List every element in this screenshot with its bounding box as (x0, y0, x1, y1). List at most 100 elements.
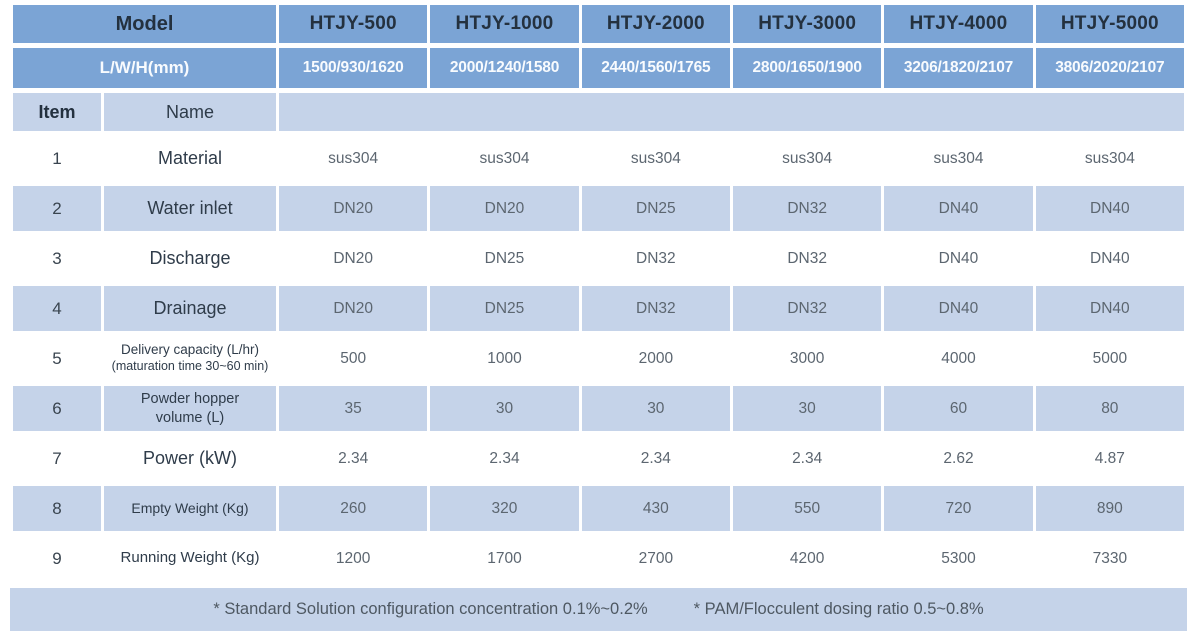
dimensions-row: L/W/H(mm) 1500/930/1620 2000/1240/1580 2… (13, 48, 1184, 88)
row-name-label: Material (157, 148, 223, 169)
row-name: Running Weight (Kg) (104, 536, 276, 581)
cell-value: DN20 (279, 186, 428, 231)
cell-value: 430 (581, 486, 730, 531)
cell-value: DN40 (884, 286, 1033, 331)
cell-value: 2000 (638, 349, 674, 367)
cell-value: 35 (279, 386, 428, 431)
dimensions-value: 2800/1650/1900 (732, 48, 882, 88)
item-number: 3 (52, 248, 62, 268)
table-row: 6 Powder hopper volume (L) 35 30 30 30 6… (13, 386, 1184, 431)
dimensions-value: 2440/1560/1765 (581, 48, 730, 88)
cell-value: DN40 (884, 186, 1033, 231)
item-number: 4 (13, 286, 101, 331)
row-name-subtext: (maturation time 30~60 min) (111, 359, 269, 374)
cell-value: sus304 (630, 149, 681, 167)
cell-value: 1000 (487, 349, 522, 367)
model-col-htjy-5000: HTJY-5000 (1035, 5, 1184, 43)
cell-value: 80 (1035, 386, 1184, 431)
cell-value: 30 (732, 386, 882, 431)
row-name-label: Power (kW) (143, 448, 237, 469)
cell-value: DN20 (333, 249, 373, 267)
cell-value: 500 (340, 349, 367, 367)
cell-value: 2.34 (640, 449, 671, 467)
row-name-label: Water inlet (147, 198, 233, 219)
footer-note-concentration: * Standard Solution configuration concen… (213, 600, 648, 618)
cell-value: 2.34 (792, 449, 823, 467)
cell-value: sus304 (328, 149, 379, 167)
model-col-htjy-2000: HTJY-2000 (581, 5, 730, 43)
model-header-label: Model (13, 5, 276, 43)
model-col-htjy-500: HTJY-500 (279, 5, 428, 43)
row-name: Powder hopper volume (L) (104, 386, 276, 431)
cell-value: DN40 (1090, 249, 1130, 267)
cell-value: DN20 (430, 186, 579, 231)
header-spacer-cell (279, 93, 1184, 131)
item-number: 1 (52, 148, 62, 168)
cell-value: 5000 (1092, 349, 1128, 367)
cell-value: 4.87 (1094, 449, 1125, 467)
cell-value: DN40 (938, 249, 979, 267)
cell-value: DN25 (581, 186, 730, 231)
item-number: 5 (52, 348, 62, 368)
cell-value: DN40 (1035, 186, 1184, 231)
cell-value: 60 (884, 386, 1033, 431)
table-row: 1 Material sus304 sus304 sus304 sus304 s… (13, 136, 1184, 181)
table-row: 9 Running Weight (Kg) 1200 1700 2700 420… (13, 536, 1184, 581)
cell-value: 5300 (941, 549, 976, 567)
row-name: Empty Weight (Kg) (104, 486, 276, 531)
cell-value: 30 (581, 386, 730, 431)
cell-value: DN25 (430, 286, 579, 331)
table-row: 3 Discharge DN20 DN25 DN32 DN32 DN40 DN4… (13, 236, 1184, 281)
cell-value: sus304 (782, 149, 833, 167)
cell-value: 3000 (789, 349, 825, 367)
item-number: 8 (13, 486, 101, 531)
row-name: Discharge (104, 236, 276, 281)
cell-value: DN32 (581, 286, 730, 331)
row-name: Power (kW) (104, 436, 276, 481)
item-number: 7 (52, 448, 62, 468)
row-name-label: Discharge (149, 248, 231, 269)
row-name: Material (104, 136, 276, 181)
cell-value: 30 (430, 386, 579, 431)
model-col-htjy-1000: HTJY-1000 (430, 5, 579, 43)
cell-value: 260 (279, 486, 428, 531)
cell-value: sus304 (1084, 149, 1135, 167)
cell-value: 7330 (1092, 549, 1128, 567)
item-column-header: Item (13, 93, 101, 131)
lwh-label: L/W/H(mm) (13, 48, 276, 88)
cell-value: DN32 (787, 249, 827, 267)
cell-value: 550 (732, 486, 882, 531)
row-name: Delivery capacity (L/hr) (maturation tim… (104, 336, 276, 381)
cell-value: 1200 (335, 549, 371, 567)
cell-value: 320 (430, 486, 579, 531)
item-name-header-row: Item Name (13, 93, 1184, 131)
cell-value: sus304 (933, 149, 984, 167)
cell-value: sus304 (479, 149, 530, 167)
cell-value: DN20 (279, 286, 428, 331)
row-name-label: Empty Weight (Kg) (131, 499, 249, 516)
row-name-label: Drainage (153, 298, 227, 319)
row-name: Water inlet (104, 186, 276, 231)
table-row: 8 Empty Weight (Kg) 260 320 430 550 720 … (13, 486, 1184, 531)
cell-value: DN32 (732, 286, 882, 331)
cell-value: 2700 (638, 549, 674, 567)
row-name-subtext: volume (L) (155, 409, 225, 426)
cell-value: 890 (1035, 486, 1184, 531)
item-number: 6 (13, 386, 101, 431)
table-row: 4 Drainage DN20 DN25 DN32 DN32 DN40 DN40 (13, 286, 1184, 331)
table-row: 7 Power (kW) 2.34 2.34 2.34 2.34 2.62 4.… (13, 436, 1184, 481)
cell-value: DN32 (732, 186, 882, 231)
table-row: 5 Delivery capacity (L/hr) (maturation t… (13, 336, 1184, 381)
cell-value: DN40 (1035, 286, 1184, 331)
dimensions-value: 3206/1820/2107 (884, 48, 1033, 88)
footer-note-dosing-ratio: * PAM/Flocculent dosing ratio 0.5~0.8% (693, 600, 984, 618)
name-column-header: Name (104, 93, 276, 131)
table-row: 2 Water inlet DN20 DN20 DN25 DN32 DN40 D… (13, 186, 1184, 231)
dimensions-value: 2000/1240/1580 (430, 48, 579, 88)
cell-value: 2.62 (943, 449, 974, 467)
cell-value: 4200 (789, 549, 825, 567)
row-name-label: Powder hopper (140, 391, 240, 408)
cell-value: 720 (884, 486, 1033, 531)
item-number: 9 (52, 548, 62, 568)
cell-value: 1700 (487, 549, 522, 567)
